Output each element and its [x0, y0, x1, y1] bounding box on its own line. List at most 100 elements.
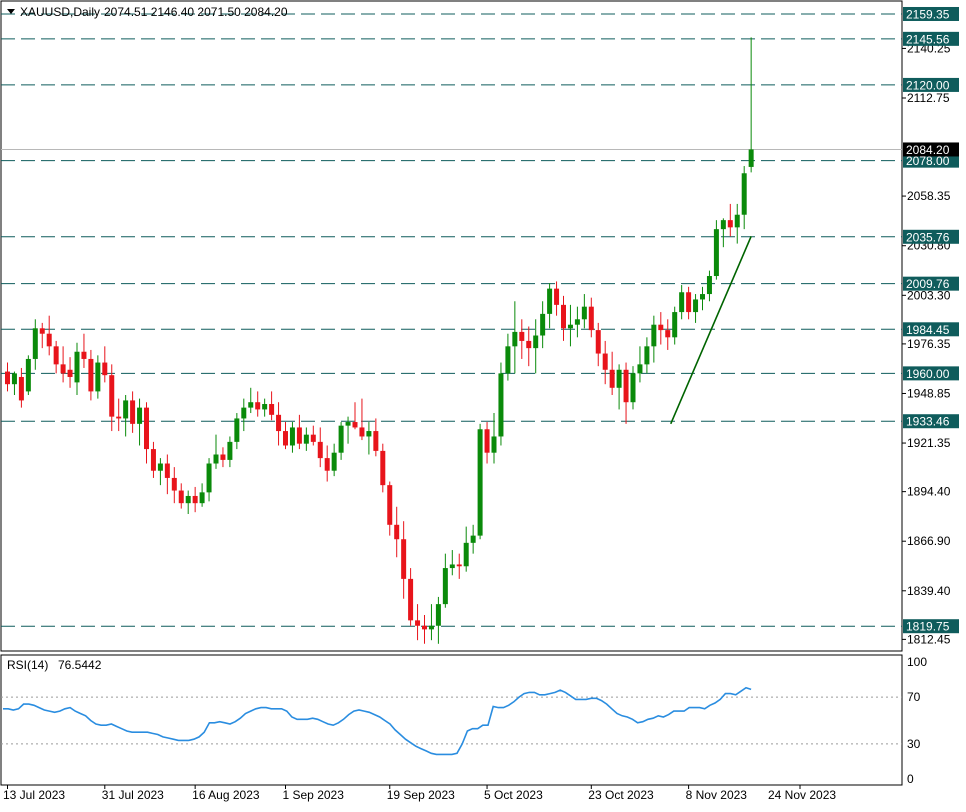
candle: [567, 304, 573, 347]
candle: [81, 333, 87, 368]
candle-body: [366, 431, 372, 437]
candle: [700, 286, 705, 311]
candle-body: [109, 375, 115, 417]
price-tag-label: 2078.00: [906, 154, 950, 168]
time-axis[interactable]: 13 Jul 2023 31 Jul 2023 16 Aug 2023 1 Sep 2…: [3, 785, 836, 802]
price-tag-bg: [903, 153, 959, 168]
price-tick-label: 1812.45: [907, 632, 951, 646]
candle: [602, 340, 608, 385]
candle-body: [665, 330, 671, 338]
candle: [220, 447, 226, 468]
candle: [227, 436, 233, 468]
candle-body: [700, 294, 705, 300]
candle-body: [130, 400, 136, 424]
candle-body: [234, 418, 240, 442]
candle-body: [164, 463, 170, 478]
candle-body: [359, 427, 365, 437]
candle: [679, 285, 685, 320]
candle-body: [644, 346, 650, 365]
time-label: 5 Oct 2023: [484, 788, 543, 802]
candle-body: [401, 539, 407, 579]
candle: [192, 486, 198, 513]
candle-body: [123, 400, 129, 419]
candle-body: [53, 346, 59, 365]
candle-body: [595, 330, 601, 354]
candle: [276, 402, 282, 446]
candle: [554, 281, 560, 316]
candle-body: [241, 407, 247, 419]
price-tag: 2078.00: [903, 153, 959, 168]
candle-body: [150, 449, 156, 471]
price-tick-label: 1866.90: [907, 534, 951, 548]
candle: [130, 391, 136, 433]
candle: [199, 483, 205, 507]
candle: [616, 364, 622, 410]
price-tag-bg: [903, 77, 959, 92]
rsi-tick-label: 0: [907, 772, 914, 786]
candle: [435, 596, 441, 644]
candle: [310, 425, 316, 446]
candle-body: [686, 292, 692, 313]
candle-body: [574, 319, 580, 325]
rsi-tick-label: 70: [907, 690, 921, 704]
candle-body: [317, 441, 323, 459]
candle-body: [60, 364, 66, 374]
candle-body: [192, 495, 198, 504]
candle: [164, 454, 170, 495]
candle: [262, 398, 268, 417]
candle-body: [679, 292, 685, 313]
price-tag-label: 2120.00: [906, 78, 950, 92]
candle: [289, 422, 295, 453]
candle-body: [394, 524, 400, 540]
price-axis[interactable]: 2140.252112.752058.352030.802003.301976.…: [902, 41, 951, 646]
candle-body: [734, 214, 740, 228]
candle-body: [283, 431, 288, 446]
candle: [74, 342, 80, 396]
candle-body: [81, 351, 87, 359]
candle: [95, 355, 101, 399]
candle-body: [526, 340, 532, 349]
candle-body: [547, 288, 553, 314]
candle: [150, 441, 156, 478]
candle: [317, 427, 323, 468]
candle: [171, 467, 177, 504]
candle-body: [442, 568, 448, 605]
price-tag-bg: [903, 619, 959, 634]
price-tag: 2120.00: [903, 77, 959, 92]
candle-body: [720, 220, 726, 230]
candle: [283, 422, 288, 450]
candle: [415, 604, 421, 641]
candle-body: [32, 328, 38, 359]
price-tick-label: 2112.75: [907, 91, 950, 105]
price-tick-label: 1921.35: [907, 436, 951, 450]
candle: [491, 413, 497, 464]
candle: [394, 506, 400, 558]
candle-body: [748, 149, 754, 167]
candle-body: [741, 173, 747, 215]
price-tag: 2159.35: [903, 6, 959, 21]
price-tag-label: 2145.56: [906, 32, 950, 46]
price-tag-label: 2084.20: [906, 143, 950, 157]
candle: [651, 315, 657, 363]
rsi-value: 76.5442: [58, 658, 102, 672]
price-tag-label: 2035.76: [906, 230, 950, 244]
price-tag: 2084.20: [903, 142, 959, 157]
candle-body: [255, 402, 261, 410]
candle-body: [276, 414, 282, 432]
candle-body: [206, 463, 212, 493]
candle-body: [289, 427, 295, 446]
candle: [449, 550, 455, 576]
candle: [11, 371, 17, 396]
candle-body: [5, 371, 10, 385]
candle-body: [248, 402, 254, 408]
collapse-triangle-icon[interactable]: [7, 9, 15, 14]
candle: [623, 362, 629, 424]
trendline[interactable]: [670, 236, 752, 425]
candle-body: [408, 578, 414, 621]
candle-body: [428, 625, 434, 630]
candle: [296, 414, 302, 450]
candle-body: [102, 362, 108, 376]
candle-body: [324, 458, 330, 471]
candle: [352, 402, 358, 430]
